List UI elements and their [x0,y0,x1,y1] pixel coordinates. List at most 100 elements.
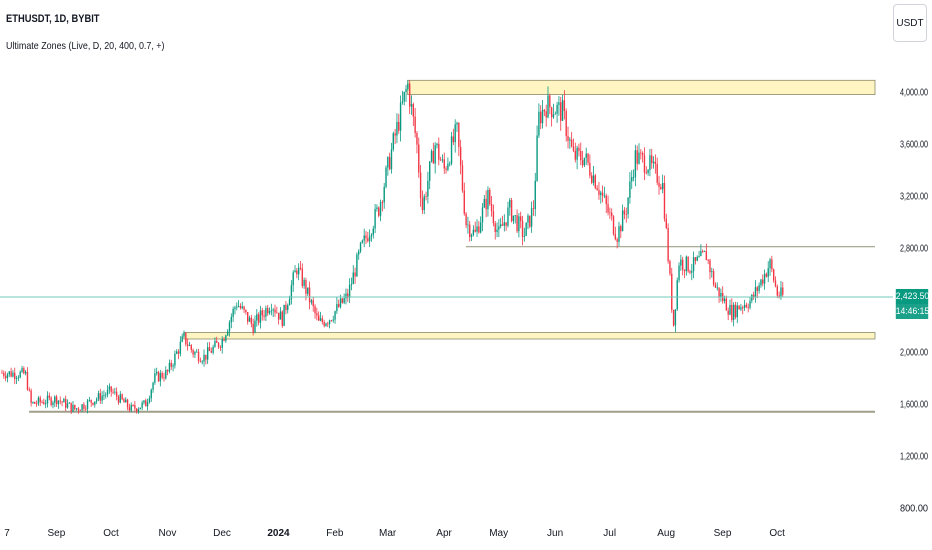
candle-body [401,101,404,103]
candle-body [774,280,777,287]
candle-body [201,361,203,363]
candle-body [92,402,94,405]
candle-body [379,202,382,216]
candle-body [338,303,340,307]
candle-body [156,371,158,374]
candle-body [503,222,506,226]
candle-body [454,124,456,143]
candle-body [317,315,320,321]
candle-body [667,227,669,262]
candle-body [405,88,407,92]
candle-body [112,391,114,393]
candle-body [216,340,218,343]
candle-body [130,405,132,411]
candle-body [631,177,633,182]
candle-body [26,371,29,390]
y-tick-label: 4,000.00 [900,88,928,99]
candle-body [494,223,496,233]
candle-body [762,279,764,284]
candle-body [196,351,198,353]
candle-body [754,287,757,297]
candle-body [443,159,445,169]
y-tick-label: 800.00 [900,504,928,515]
candle-body [212,346,214,353]
candle-body [489,189,491,204]
candle-body [148,398,151,403]
candle-body [15,378,18,379]
candle-body [627,197,629,215]
x-tick-label: Oct [103,528,119,539]
candle-body [711,271,713,273]
candle-body [547,95,549,118]
candle-body [703,250,706,252]
candle-body [649,155,651,171]
candle-body [125,399,127,403]
candle-body [496,229,498,233]
candle-body [445,168,447,170]
candle-body [146,402,149,407]
candle-body [640,152,642,154]
candle-body [514,215,516,217]
candle-body [716,287,718,289]
candle-body [408,83,411,107]
candle-body [501,224,504,226]
candle-body [510,199,513,222]
candle-body [743,304,746,309]
candle-body [301,268,303,286]
candle-body [114,391,116,393]
candle-body [396,121,398,136]
candle-body [403,91,405,102]
candle-body [476,226,478,232]
candle-body [492,211,495,224]
candle-body [587,153,589,163]
candle-body [259,310,262,323]
candle-body [525,222,527,236]
candle-body [359,242,362,252]
candle-body [394,133,396,136]
candle-body [676,280,678,310]
candle-body [327,323,329,325]
candle-body [88,399,91,401]
candle-body [538,111,540,136]
candle-body [234,307,236,309]
candle-body [536,135,538,181]
candle-body [159,373,162,382]
candle-body [589,162,591,176]
candle-body [378,207,380,216]
candle-body [365,235,367,239]
candle-body [208,347,211,352]
candle-body [687,256,689,272]
x-tick-label: Dec [213,528,231,539]
candle-body [652,161,655,164]
candle-body [12,372,14,377]
candle-body [450,136,453,164]
candle-body [765,273,768,277]
candle-body [474,229,476,232]
candle-body [174,353,176,366]
candle-body [499,224,502,227]
candle-body [106,389,109,395]
candle-body [4,376,7,379]
candle-body [165,370,167,379]
candle-body [105,394,107,396]
x-tick-label: 7 [4,528,10,539]
candle-body [236,306,238,308]
candle-body [86,400,89,410]
candle-body [698,256,700,257]
zone-box-1 [183,332,876,340]
candle-body [583,157,586,166]
candle-body [429,161,431,181]
currency-button[interactable]: USDT [893,4,927,42]
candle-body [594,175,597,189]
candle-body [28,389,30,391]
candle-body [772,269,775,281]
candle-body [197,351,200,362]
candle-body [620,226,622,232]
candle-body [123,399,125,403]
indicator-legend[interactable]: Ultimate Zones (Live, D, 20, 400, 0.7, +… [6,40,165,52]
candle-body [170,362,172,367]
candle-body [186,344,189,346]
candle-body [556,104,558,114]
candle-body [152,382,154,390]
